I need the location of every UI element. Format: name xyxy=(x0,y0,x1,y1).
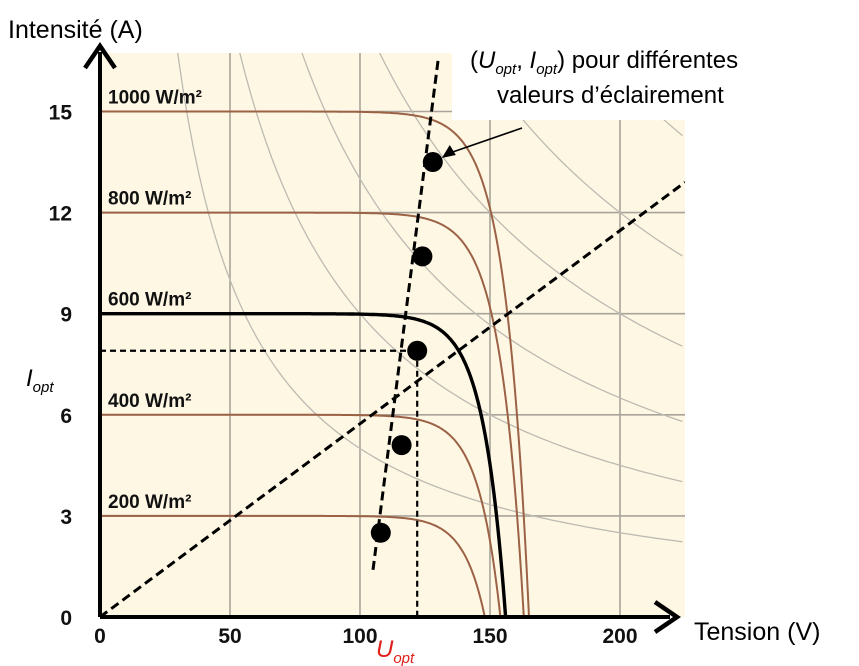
optimal-points xyxy=(370,152,443,543)
series-label-6: 400 W/m² xyxy=(108,391,191,412)
iv-curve-6 xyxy=(100,413,502,617)
i-opt-label: Iopt xyxy=(26,365,54,396)
y-axis-title: Intensité (A) xyxy=(8,16,143,44)
tick-labels: 0 50 100 150 200 0 3 6 9 12 15 xyxy=(49,102,638,649)
y-tick-label-0: 0 xyxy=(60,607,72,630)
hyperbola-900 xyxy=(239,52,683,483)
x-axis-arrow xyxy=(653,600,681,634)
y-tick-label-12: 12 xyxy=(49,203,72,226)
x-tick-label-150: 150 xyxy=(472,625,507,648)
y-tick-label-3: 3 xyxy=(60,506,72,529)
x-tick-label-200: 200 xyxy=(602,625,637,648)
annotation-arrow-head xyxy=(441,145,456,159)
hyperbola-2400 xyxy=(472,52,683,257)
optimal-point-2 xyxy=(391,435,412,456)
optimal-point-5 xyxy=(422,152,443,173)
y-axis-arrow xyxy=(83,42,117,70)
mpp-locus-line xyxy=(371,60,440,571)
optimal-point-4 xyxy=(412,246,433,267)
series-label-9: 600 W/m² xyxy=(108,290,191,311)
optimal-point-3 xyxy=(407,340,428,361)
x-tick-label-50: 50 xyxy=(218,625,241,648)
optimal-point-1 xyxy=(370,522,391,543)
hyperbola-1300 xyxy=(301,52,683,423)
iv-curve-12 xyxy=(100,211,525,617)
series-labels: 1000 W/m² 800 W/m² 600 W/m² 400 W/m² 200 W/m… xyxy=(108,88,202,513)
annotation-line-2: valeurs d’éclairement xyxy=(497,82,724,109)
iv-curve-3 xyxy=(100,514,486,617)
hyperbola-1800 xyxy=(378,52,683,347)
series-label-3: 200 W/m² xyxy=(108,492,191,513)
x-tick-label-100: 100 xyxy=(342,625,377,648)
x-tick-label-0: 0 xyxy=(94,625,106,648)
iv-curve-15 xyxy=(100,110,530,617)
series-label-15: 1000 W/m² xyxy=(108,88,202,109)
hyperbola-500 xyxy=(177,52,683,543)
series-label-12: 800 W/m² xyxy=(108,189,191,210)
iv-curves xyxy=(100,110,530,617)
plot-background xyxy=(100,52,685,617)
y-tick-label-6: 6 xyxy=(60,405,72,428)
dashed-lines xyxy=(100,60,685,617)
annotation-background xyxy=(452,38,832,120)
iv-curve-9 xyxy=(100,312,508,617)
y-tick-label-9: 9 xyxy=(60,304,72,327)
load-line xyxy=(100,181,685,617)
annotation-arrow-shaft xyxy=(449,127,523,154)
x-axis-title: Tension (V) xyxy=(694,618,820,646)
annotation-line-1: (Uopt, Iopt) pour différentes xyxy=(470,47,738,78)
axes xyxy=(83,42,681,634)
y-tick-label-15: 15 xyxy=(49,102,73,125)
u-opt-label: Uopt xyxy=(376,636,415,666)
annotation-arrow xyxy=(441,127,523,159)
